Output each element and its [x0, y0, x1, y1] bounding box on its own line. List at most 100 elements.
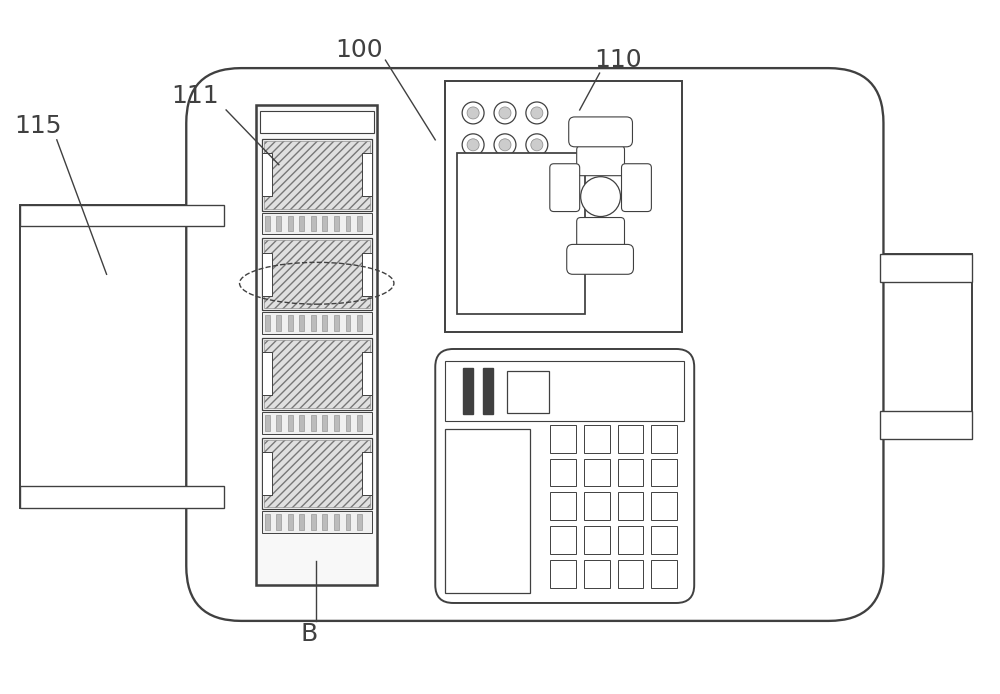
FancyBboxPatch shape	[550, 164, 580, 212]
Bar	[265, 315, 270, 331]
Bar	[265, 216, 270, 232]
Bar	[260, 111, 374, 133]
Bar	[618, 425, 643, 452]
Bar	[618, 493, 643, 520]
Bar	[20, 205, 224, 226]
Bar	[584, 560, 610, 588]
Bar	[362, 153, 372, 196]
Text: 111: 111	[171, 84, 219, 108]
FancyBboxPatch shape	[435, 349, 694, 603]
Bar	[262, 452, 272, 495]
Bar	[550, 425, 576, 452]
Circle shape	[526, 102, 548, 124]
Circle shape	[462, 134, 484, 155]
Bar	[618, 526, 643, 555]
Bar	[651, 459, 677, 486]
Bar	[262, 312, 372, 334]
Bar	[322, 415, 327, 431]
Bar	[584, 425, 610, 452]
Bar	[276, 514, 281, 530]
Bar	[299, 514, 304, 530]
Bar	[334, 216, 339, 232]
Bar	[651, 526, 677, 555]
Bar	[262, 153, 272, 196]
Bar	[651, 560, 677, 588]
Bar	[584, 459, 610, 486]
Circle shape	[467, 107, 479, 119]
Bar	[880, 411, 972, 439]
Bar	[288, 514, 293, 530]
FancyBboxPatch shape	[186, 68, 883, 621]
FancyBboxPatch shape	[567, 244, 633, 274]
Bar	[262, 338, 372, 409]
Bar	[334, 415, 339, 431]
Bar	[346, 415, 350, 431]
Bar	[880, 255, 972, 439]
Bar	[299, 315, 304, 331]
Bar	[311, 514, 316, 530]
Bar	[584, 493, 610, 520]
Bar	[362, 452, 372, 495]
Circle shape	[494, 102, 516, 124]
Bar	[262, 511, 372, 533]
Bar	[445, 429, 530, 593]
Bar	[880, 255, 972, 282]
Bar	[550, 493, 576, 520]
Bar	[362, 353, 372, 396]
FancyBboxPatch shape	[569, 117, 632, 147]
Bar	[311, 216, 316, 232]
Bar	[265, 415, 270, 431]
Bar	[463, 368, 473, 414]
Bar	[457, 153, 585, 314]
Bar	[288, 415, 293, 431]
Bar	[550, 560, 576, 588]
Bar	[299, 216, 304, 232]
Circle shape	[581, 177, 621, 217]
Bar	[322, 514, 327, 530]
Bar	[311, 315, 316, 331]
Bar	[262, 412, 372, 434]
Bar	[651, 493, 677, 520]
Bar	[256, 105, 377, 585]
Circle shape	[531, 139, 543, 151]
Bar	[445, 361, 684, 421]
Bar	[276, 315, 281, 331]
Bar	[483, 368, 493, 414]
Bar	[262, 438, 372, 509]
FancyBboxPatch shape	[577, 217, 624, 247]
Circle shape	[499, 139, 511, 151]
Bar	[357, 415, 362, 431]
Bar	[262, 212, 372, 235]
Bar	[288, 315, 293, 331]
Bar	[264, 141, 370, 209]
Bar	[264, 439, 370, 507]
Bar	[322, 315, 327, 331]
Text: 115: 115	[14, 114, 61, 138]
Text: B: B	[301, 622, 318, 646]
Bar	[346, 514, 350, 530]
Bar	[262, 139, 372, 210]
Circle shape	[462, 102, 484, 124]
Bar	[276, 216, 281, 232]
Bar	[264, 340, 370, 408]
Bar	[357, 315, 362, 331]
Bar	[362, 253, 372, 296]
Bar	[334, 514, 339, 530]
Bar	[262, 239, 372, 310]
Bar	[445, 81, 682, 332]
Circle shape	[531, 107, 543, 119]
Text: 110: 110	[595, 48, 642, 72]
Bar	[346, 216, 350, 232]
FancyBboxPatch shape	[577, 146, 624, 176]
Bar	[322, 216, 327, 232]
Bar	[507, 371, 549, 413]
Bar	[618, 560, 643, 588]
Bar	[288, 216, 293, 232]
Bar	[618, 459, 643, 486]
Bar	[651, 425, 677, 452]
Circle shape	[467, 139, 479, 151]
Bar	[346, 315, 350, 331]
Bar	[311, 415, 316, 431]
Bar	[357, 514, 362, 530]
Bar	[264, 240, 370, 308]
